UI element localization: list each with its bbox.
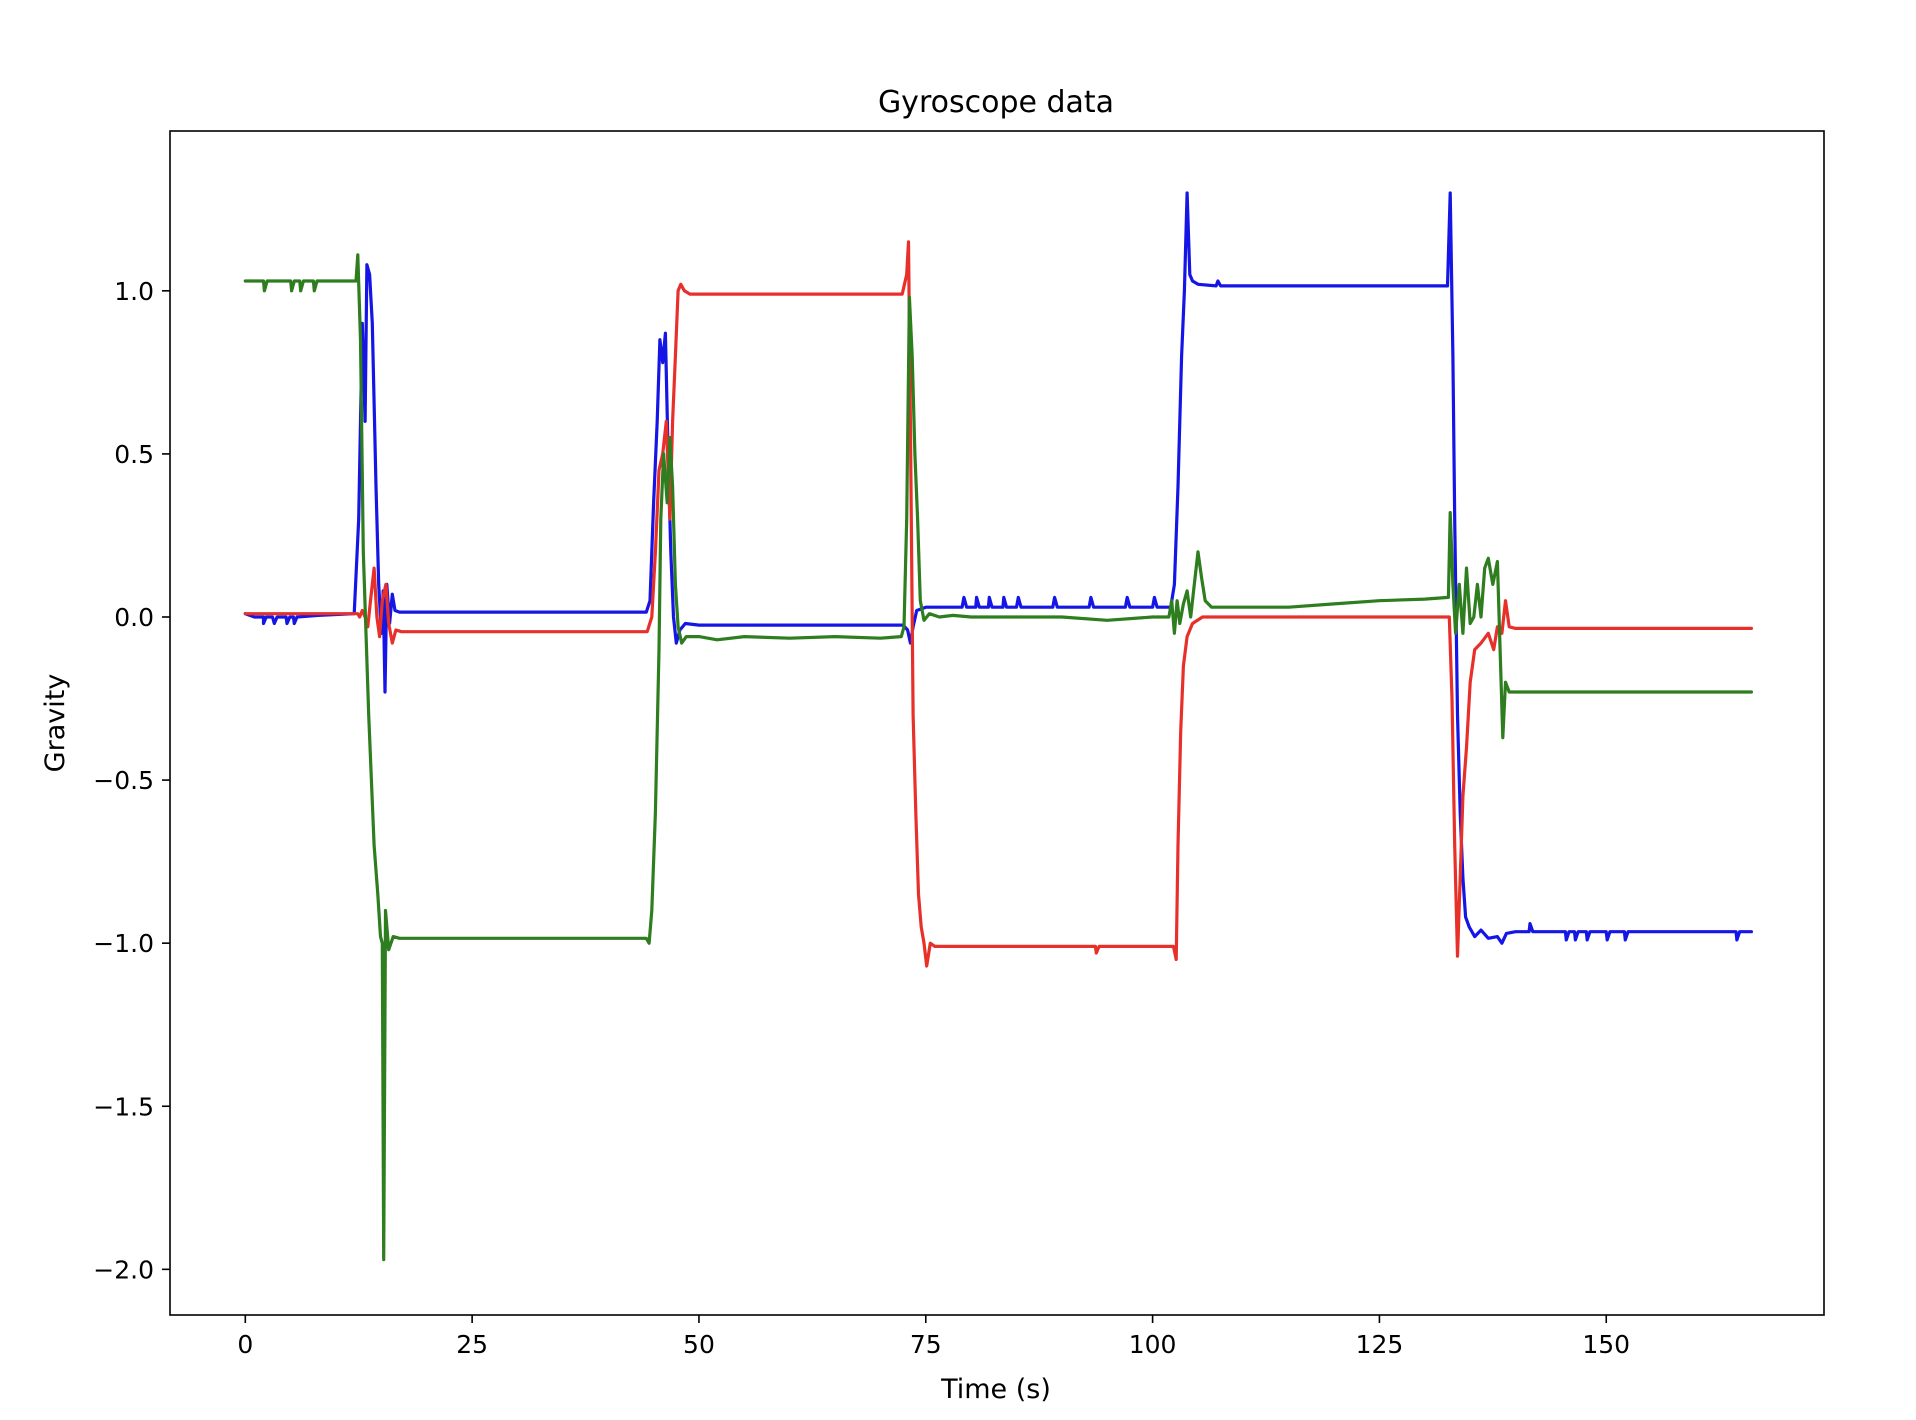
y-tick-label: −1.0 xyxy=(93,929,154,958)
series-line-1 xyxy=(243,191,1753,945)
x-tick-label: 150 xyxy=(1582,1330,1630,1359)
y-tick-label: 0.5 xyxy=(114,440,154,469)
x-tick-label: 50 xyxy=(683,1330,715,1359)
x-tick-label: 125 xyxy=(1356,1330,1404,1359)
y-tick-label: 1.0 xyxy=(114,277,154,306)
y-axis: 1.0 0.5 0.0 −0.5 −1.0 −1.5 −2.0 xyxy=(93,277,170,1284)
plot-area-frame xyxy=(169,130,1825,1316)
y-tick-label: −0.5 xyxy=(93,766,154,795)
y-tick-label: −2.0 xyxy=(93,1255,154,1284)
series-line-2 xyxy=(243,240,1753,968)
y-tick-label: −1.5 xyxy=(93,1092,154,1121)
x-tick-label: 75 xyxy=(910,1330,942,1359)
series-layer xyxy=(243,191,1753,1262)
y-tick-label: 0.0 xyxy=(114,603,154,632)
x-tick-label: 25 xyxy=(456,1330,488,1359)
chart-title: Gyroscope data xyxy=(878,85,1114,120)
x-tick-label: 100 xyxy=(1129,1330,1177,1359)
y-axis-title: Gravity xyxy=(40,674,71,773)
x-axis-title: Time (s) xyxy=(940,1374,1051,1405)
series-line-3 xyxy=(243,253,1753,1262)
x-tick-label: 0 xyxy=(237,1330,253,1359)
x-axis: 0 25 50 75 100 125 150 xyxy=(237,1315,1630,1359)
